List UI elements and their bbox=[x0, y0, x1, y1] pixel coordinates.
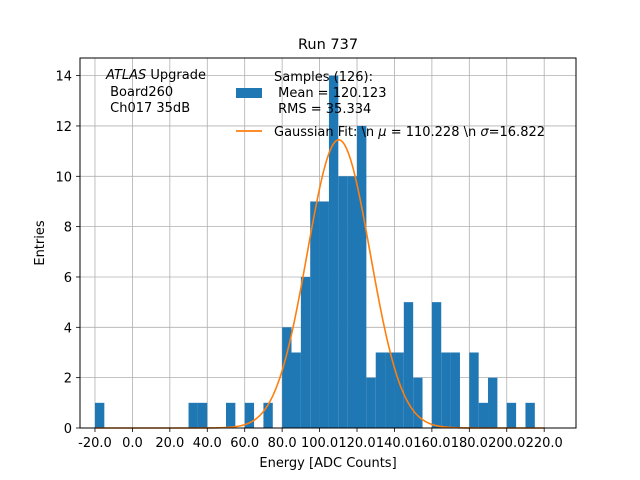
y-tick-label: 14 bbox=[55, 70, 72, 85]
y-tick-label: 10 bbox=[55, 170, 72, 185]
legend-samples-swatch bbox=[236, 88, 262, 98]
histogram-bar bbox=[394, 352, 404, 428]
x-tick-label: 180.0 bbox=[451, 436, 488, 451]
histogram-bar bbox=[366, 377, 376, 428]
legend-fit-mu: μ bbox=[377, 125, 386, 140]
legend-fit-mid: = 110.228 \n bbox=[387, 125, 481, 140]
histogram-bar bbox=[375, 352, 386, 428]
svg-text:Gaussian Fit: \n μ = 110.228 \: Gaussian Fit: \n μ = 110.228 \n σ=16.822 bbox=[274, 125, 545, 140]
annotation-upgrade: Upgrade bbox=[146, 68, 206, 83]
histogram-bar bbox=[385, 352, 395, 428]
y-tick-label: 12 bbox=[55, 120, 72, 135]
histogram-bar bbox=[94, 402, 105, 428]
histogram-bar bbox=[291, 352, 301, 428]
chart-title: Run 737 bbox=[298, 37, 358, 53]
atlas-annotation: ATLAS Upgrade Board260 Ch017 35dB bbox=[105, 68, 206, 116]
histogram-bar bbox=[300, 276, 311, 428]
histogram-bar bbox=[525, 402, 535, 428]
histogram-bar bbox=[347, 176, 358, 428]
histogram-bar bbox=[319, 201, 329, 428]
legend-fit-sigma: σ bbox=[480, 125, 489, 140]
x-tick-label: 220.0 bbox=[526, 436, 563, 451]
histogram-bar bbox=[403, 302, 414, 428]
histogram-bar bbox=[338, 176, 348, 428]
x-tick-label: 60.0 bbox=[230, 436, 259, 451]
y-tick-label: 2 bbox=[64, 372, 72, 387]
y-axis-label: Entries bbox=[33, 220, 48, 266]
legend: Samples (126): Mean = 120.123 RMS = 35.3… bbox=[236, 70, 545, 140]
legend-samples-line2: Mean = 120.123 bbox=[274, 86, 386, 101]
y-tick-label: 8 bbox=[64, 221, 72, 236]
histogram-bar bbox=[263, 402, 273, 428]
x-tick-label: 200.0 bbox=[488, 436, 525, 451]
y-tick-label: 0 bbox=[64, 422, 72, 437]
y-axis-ticks: 0 2 4 6 8 10 12 14 bbox=[55, 70, 80, 437]
legend-samples-line3: RMS = 35.334 bbox=[274, 102, 371, 117]
histogram-bar bbox=[244, 402, 255, 428]
x-tick-label: 20.0 bbox=[155, 436, 184, 451]
x-tick-label: 100.0 bbox=[301, 436, 338, 451]
x-tick-label: 80.0 bbox=[268, 436, 297, 451]
histogram-bar bbox=[450, 352, 460, 428]
x-tick-label: 160.0 bbox=[413, 436, 450, 451]
x-tick-label: 140.0 bbox=[376, 436, 413, 451]
histogram-bar bbox=[225, 402, 236, 428]
x-tick-label: -20.0 bbox=[78, 436, 112, 451]
x-axis-ticks: -20.0 0.0 20.0 40.0 60.0 80.0 100.0 120.0 140.0 1… bbox=[78, 428, 563, 451]
histogram-bars bbox=[94, 75, 535, 429]
plot-frame bbox=[79, 57, 577, 429]
x-tick-label: 120.0 bbox=[338, 436, 375, 451]
x-tick-label: 40.0 bbox=[193, 436, 222, 451]
histogram-bar bbox=[328, 75, 339, 428]
annotation-channel: Ch017 35dB bbox=[106, 101, 190, 116]
histogram-bar bbox=[506, 402, 517, 428]
histogram-bar bbox=[469, 352, 479, 428]
y-tick-label: 6 bbox=[64, 271, 72, 286]
legend-fit-suffix: =16.822 bbox=[489, 125, 545, 140]
histogram-bar bbox=[413, 377, 423, 428]
svg-text:ATLAS Upgrade: ATLAS Upgrade bbox=[105, 68, 206, 83]
x-tick-label: 0.0 bbox=[122, 436, 143, 451]
y-tick-label: 4 bbox=[64, 321, 72, 336]
histogram-bar bbox=[431, 302, 442, 428]
histogram-bar bbox=[188, 402, 198, 428]
annotation-atlas: ATLAS bbox=[105, 68, 146, 83]
x-axis-label: Energy [ADC Counts] bbox=[259, 456, 396, 471]
legend-samples-line1: Samples (126): bbox=[274, 70, 373, 85]
histogram-bar bbox=[310, 201, 320, 428]
histogram-bar bbox=[197, 402, 208, 428]
annotation-board: Board260 bbox=[106, 85, 173, 100]
histogram-bar bbox=[357, 125, 367, 429]
histogram-bar bbox=[282, 327, 292, 428]
histogram-bar bbox=[441, 352, 451, 428]
histogram-bar bbox=[478, 402, 489, 428]
legend-fit-prefix: Gaussian Fit: \n bbox=[274, 125, 378, 140]
histogram-bar bbox=[488, 377, 498, 428]
